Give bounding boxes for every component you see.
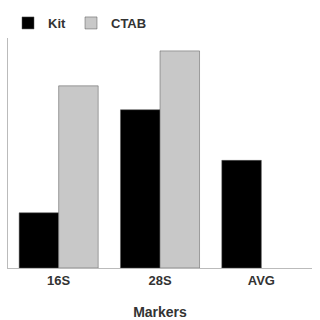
svg-text:CTAB: CTAB xyxy=(111,16,146,31)
svg-text:AVG: AVG xyxy=(248,273,275,288)
svg-text:28S: 28S xyxy=(148,273,171,288)
svg-text:Kit: Kit xyxy=(48,16,66,31)
svg-text:Markers: Markers xyxy=(133,304,187,320)
svg-text:16S: 16S xyxy=(47,273,70,288)
